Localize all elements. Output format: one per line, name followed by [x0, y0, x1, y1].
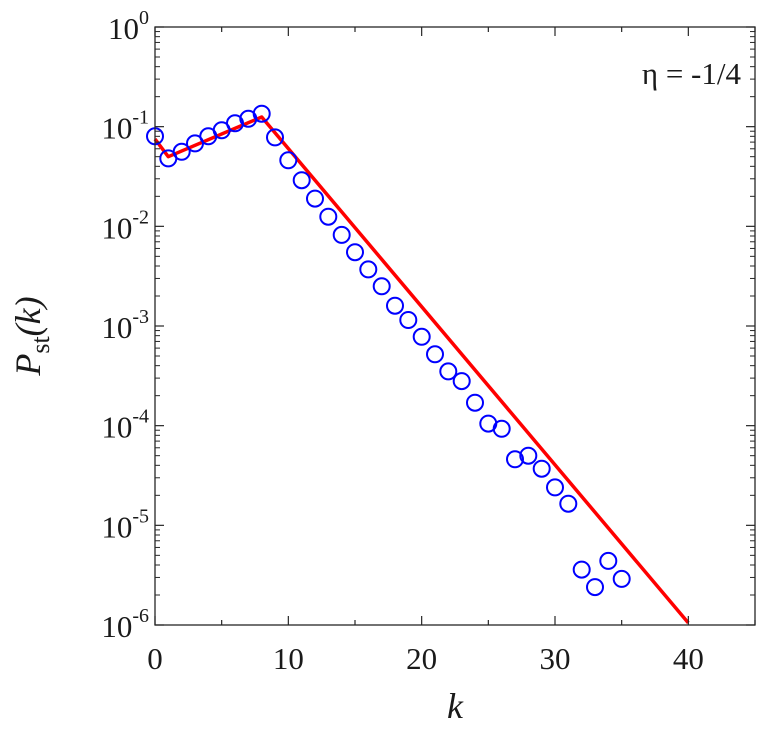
x-tick-label: 30	[540, 641, 571, 676]
x-tick-label: 40	[673, 641, 704, 676]
data-point	[252, 104, 271, 123]
data-point	[519, 446, 538, 465]
data-point	[279, 151, 298, 170]
data-point	[439, 362, 458, 381]
data-point	[612, 569, 631, 588]
data-point	[559, 494, 578, 513]
y-axis-label-main: P	[8, 354, 48, 377]
y-tick-label: 10-5	[101, 505, 149, 544]
data-point	[572, 560, 591, 579]
data-point	[599, 551, 618, 570]
y-axis-label: Pst(k)	[8, 296, 55, 376]
fit-line	[153, 115, 690, 625]
plot-frame	[154, 26, 756, 626]
y-axis-label-arg: (k)	[8, 296, 48, 336]
data-point	[426, 345, 444, 364]
x-axis-label: k	[447, 686, 464, 726]
data-point	[399, 311, 418, 329]
x-tick-label: 20	[406, 641, 437, 676]
x-tick-label: 0	[147, 641, 163, 676]
data-point	[226, 114, 244, 133]
data-point	[346, 243, 364, 262]
data-point	[266, 128, 284, 147]
y-axis-label-subscript: st	[26, 336, 55, 354]
svg-text:Pst(k): Pst(k)	[8, 296, 55, 376]
data-point	[359, 260, 378, 279]
data-point	[452, 372, 471, 391]
annotation-eta: η = -1/4	[642, 56, 742, 91]
x-tick-label: 10	[273, 641, 304, 676]
y-tick-label: 10-2	[101, 206, 149, 245]
data-point	[412, 327, 431, 346]
data-point	[586, 578, 604, 597]
plot-content	[146, 104, 690, 625]
y-tick-label: 10-4	[101, 406, 149, 445]
axes	[154, 26, 756, 626]
tick-labels: 0 10 20 30 40 10-6 10-5 10-4 10-3 10-2 10-1 100	[101, 7, 704, 676]
y-tick-label: 10-1	[101, 107, 149, 146]
data-point	[306, 189, 324, 208]
data-point	[506, 450, 524, 469]
data-point	[532, 459, 551, 478]
data-point	[172, 142, 191, 161]
y-tick-label: 10-3	[101, 306, 149, 345]
data-point	[466, 393, 484, 412]
data-point	[332, 225, 351, 244]
y-tick-label: 10-6	[101, 605, 149, 644]
data-point	[372, 277, 391, 296]
data-point	[546, 478, 564, 497]
data-point	[292, 171, 311, 190]
data-point	[386, 296, 404, 315]
y-tick-label: 100	[108, 7, 149, 46]
data-point	[492, 419, 511, 438]
data-point	[319, 207, 338, 226]
